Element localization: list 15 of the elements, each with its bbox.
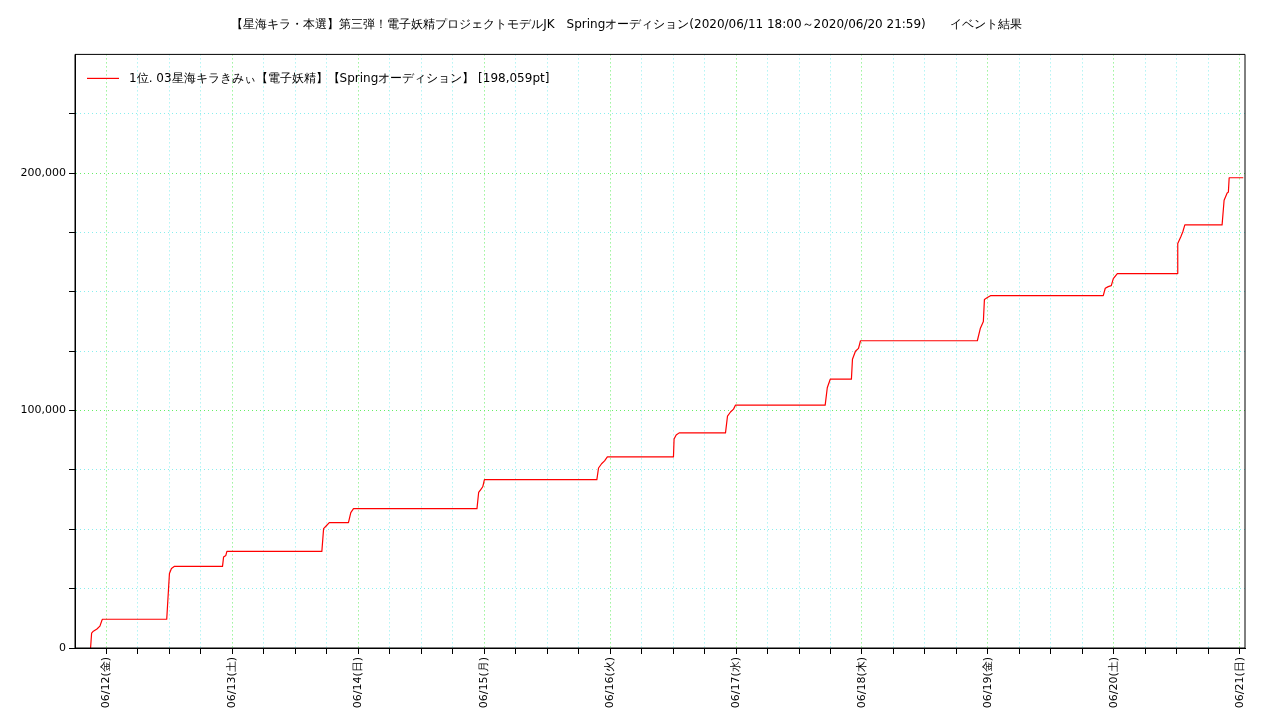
chart-title: 【星海キラ・本選】第三弾！電子妖精プロジェクトモデルJK Springオーディション(2020/06/11 18:00～2020/06/20 21:59) イベント結果 — [231, 17, 1022, 32]
x-tick-label: 06/14(日) — [351, 657, 365, 709]
x-tick-label: 06/16(火) — [603, 657, 617, 709]
y-tick-label: 100,000 — [20, 403, 66, 417]
x-tick-label: 06/18(木) — [854, 657, 868, 709]
x-tick-label: 06/15(月) — [477, 657, 491, 709]
x-tick-label: 06/13(土) — [225, 657, 239, 709]
x-tick-label: 06/12(金) — [99, 657, 113, 709]
x-tick-label: 06/17(水) — [728, 657, 742, 709]
y-tick-label: 0 — [59, 640, 66, 654]
x-tick-label: 06/20(土) — [1106, 657, 1120, 709]
y-tick-label: 200,000 — [20, 165, 66, 179]
x-tick-label: 06/19(金) — [980, 657, 994, 709]
x-tick-label: 06/21(日) — [1232, 657, 1246, 709]
legend-label: 1位. 03星海キラきみぃ【電子妖精】【Springオーディション】 [198,059pt] — [129, 70, 550, 85]
